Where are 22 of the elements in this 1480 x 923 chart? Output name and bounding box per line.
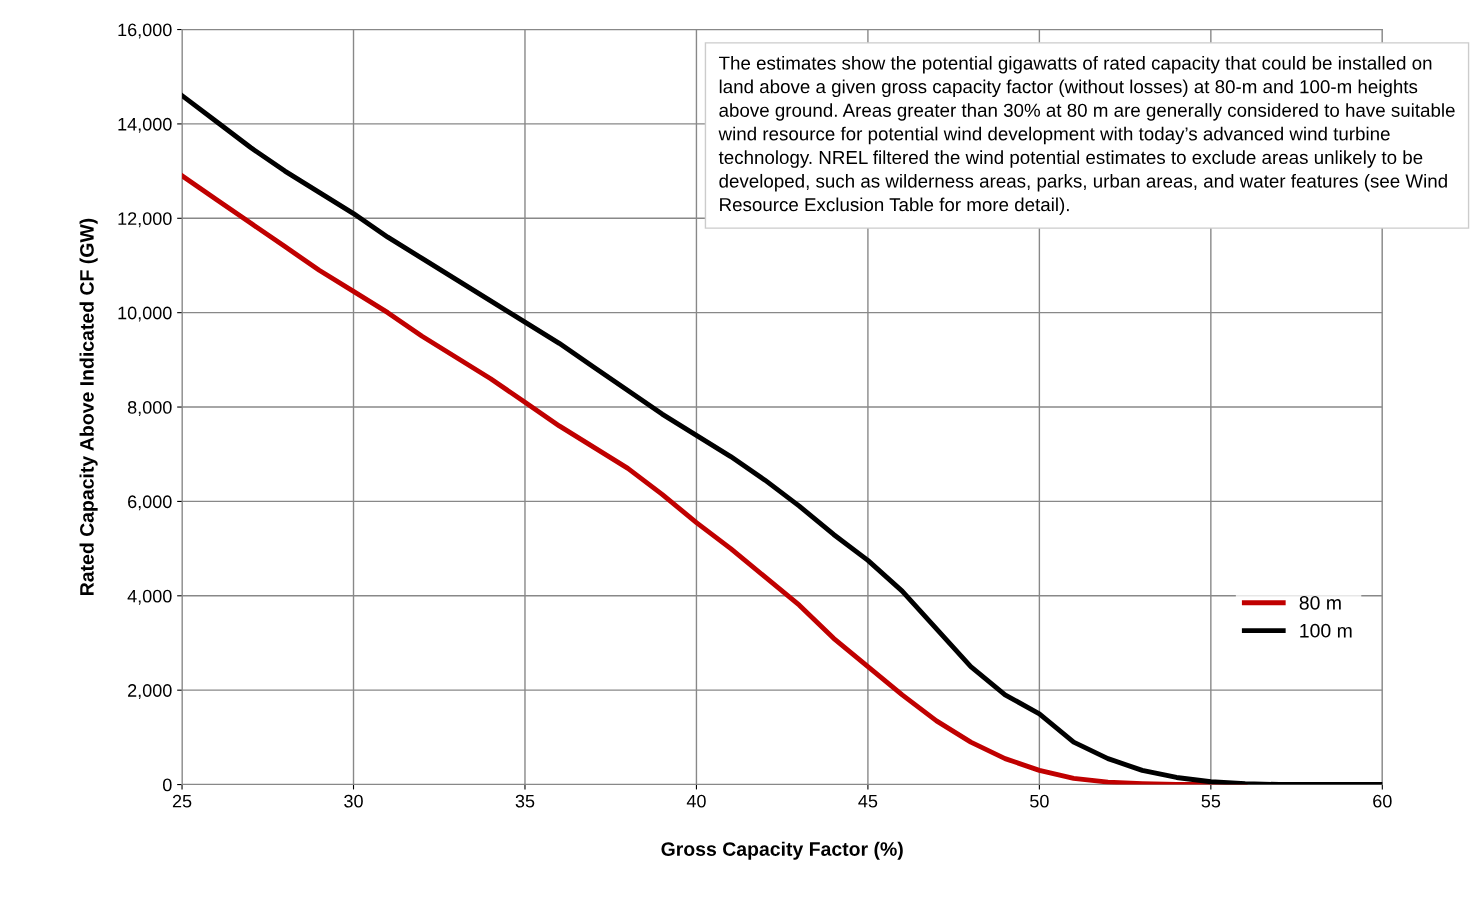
y-tick-label: 16,000	[118, 23, 172, 39]
y-axis-title: Rated Capacity Above Indicated CF (GW)	[79, 218, 98, 595]
x-tick-label: 35	[515, 794, 535, 808]
y-tick-label: 6,000	[128, 495, 172, 511]
y-tick-label: 14,000	[118, 117, 172, 133]
x-tick-label: 45	[858, 794, 878, 808]
x-tick-label: 30	[344, 794, 363, 808]
legend-label: 100 m	[1300, 623, 1352, 638]
y-tick-label: 8,000	[127, 400, 172, 416]
y-tick-label: 10,000	[118, 306, 172, 322]
y-tick-label: 0	[162, 778, 172, 792]
x-axis-title: Gross Capacity Factor (%)	[661, 841, 903, 860]
y-tick-label: 12,000	[118, 212, 172, 228]
x-tick-label: 40	[686, 794, 706, 808]
x-tick-label: 60	[1373, 794, 1392, 808]
y-tick-label: 4,000	[127, 589, 172, 605]
x-tick-label: 25	[172, 794, 192, 808]
x-tick-label: 50	[1030, 794, 1049, 808]
y-tick-label: 2,000	[128, 684, 172, 700]
annotation: The estimates show the potential gigawatts of rated capacity that could be installed on land above a given gross capacity factor (without losses) at 80-m and 100-m heights above ground. Areas greater than 30% at 80 m are generally considered to have suitable wind resource for potential wind development with today’s advanced wind turbine technology. NREL filtered the wind potential estimates to exclude areas unlikely to be developed, such as wilderness areas, parks, urban areas, and water features (see Wind Resource Exclusion Table for more detail).	[718, 55, 1455, 215]
x-tick-label: 55	[1201, 794, 1221, 808]
legend-label: 80 m	[1299, 595, 1341, 610]
